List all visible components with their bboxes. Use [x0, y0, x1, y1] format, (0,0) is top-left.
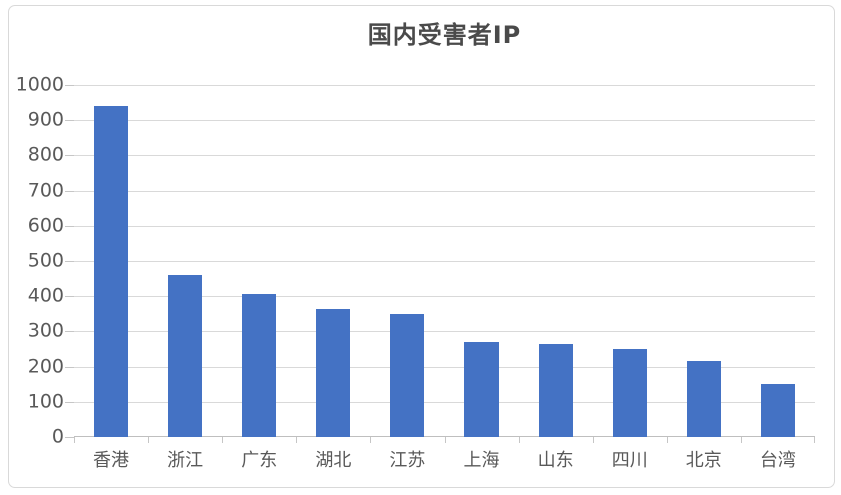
gridline [74, 85, 815, 86]
y-axis-tick-label: 1000 [15, 73, 64, 96]
y-axis-tick-mark [65, 296, 74, 298]
x-axis-tick-mark [814, 437, 815, 443]
bar-slot [667, 85, 741, 437]
chart-title: 国内受害者IP [367, 21, 522, 49]
y-axis-tick-mark [65, 261, 74, 262]
bar [242, 294, 277, 437]
x-axis-category-label: 台湾 [759, 450, 796, 471]
y-axis-tick-mark [65, 401, 74, 403]
x-axis-tick-mark [222, 437, 224, 443]
gridline [74, 155, 815, 157]
x-axis-tick-mark [74, 437, 75, 443]
y-axis-tick-label: 900 [27, 108, 64, 131]
y-axis-tick-mark [65, 225, 74, 227]
y-axis-tick-label: 500 [27, 249, 64, 272]
x-axis-category-label: 浙江 [167, 450, 204, 471]
bar [760, 384, 795, 437]
bar-slot [296, 85, 370, 437]
y-axis-tick-mark [65, 190, 74, 192]
x-axis-tick-mark [666, 437, 668, 443]
gridline [74, 120, 815, 122]
y-axis-tick-label: 700 [27, 179, 64, 202]
x-axis-tick-mark [592, 437, 594, 443]
x-axis-category-label: 北京 [685, 450, 722, 471]
x-axis-category-label: 山东 [537, 450, 574, 471]
x-axis-category-label: 湖北 [315, 450, 352, 471]
y-axis-tick-mark [65, 366, 74, 368]
x-axis-tick-mark [148, 437, 150, 443]
x-axis-tick-mark [370, 437, 372, 443]
bar [612, 349, 647, 437]
y-axis-tick-label: 800 [27, 143, 64, 166]
x-axis-tick-mark [518, 437, 520, 443]
gridline [74, 190, 815, 192]
bar [464, 341, 499, 437]
bar-slot [593, 85, 667, 437]
y-axis-tick-mark [65, 155, 74, 157]
x-axis-tick-mark [296, 437, 298, 443]
bar-slot [444, 85, 518, 437]
plot-area: 0 100 200 300 400 500 600 700 800 900 1000 [16, 75, 815, 446]
gridline [74, 296, 815, 298]
bar [168, 275, 203, 437]
gridline [74, 366, 815, 368]
bar-slot [74, 85, 148, 437]
bar [390, 313, 425, 437]
x-axis-category-label: 四川 [611, 450, 648, 471]
y-axis-tick-mark [65, 331, 74, 333]
bar [538, 343, 573, 437]
x-axis-category-label: 香港 [93, 450, 130, 471]
y-axis-tick-label: 600 [27, 214, 64, 237]
gridline [74, 225, 815, 227]
y-axis-tick-label: 300 [27, 319, 64, 342]
y-axis-tick-mark [65, 437, 74, 438]
y-axis-tick-mark [65, 85, 74, 86]
y-axis-tick-mark [65, 120, 74, 122]
x-axis-tick-mark [740, 437, 742, 443]
x-axis-tick-mark [444, 437, 446, 443]
x-axis-category-label: 江苏 [389, 450, 426, 471]
gridline [74, 261, 815, 262]
bar-slot [741, 85, 815, 437]
y-axis-tick-label: 100 [27, 390, 64, 413]
x-axis-category-labels: 香港 浙江 广东 湖北 江苏 上海 山东 四川 北京 台湾 [74, 449, 815, 473]
x-axis-category-label: 上海 [463, 450, 500, 471]
y-axis-tick-label: 200 [27, 355, 64, 378]
bar-slot [222, 85, 296, 437]
bar-slot [519, 85, 593, 437]
bar-slot [148, 85, 222, 437]
bars-row [74, 85, 815, 437]
bar [94, 106, 129, 437]
gridline [74, 401, 815, 403]
x-axis-category-label: 广东 [241, 450, 278, 471]
bar [686, 361, 721, 437]
gridline [74, 331, 815, 333]
bar [316, 308, 351, 437]
y-axis-tick-label: 400 [27, 284, 64, 307]
bar-slot [370, 85, 444, 437]
y-axis-tick-label: 0 [51, 425, 64, 448]
x-axis-line [74, 436, 815, 437]
